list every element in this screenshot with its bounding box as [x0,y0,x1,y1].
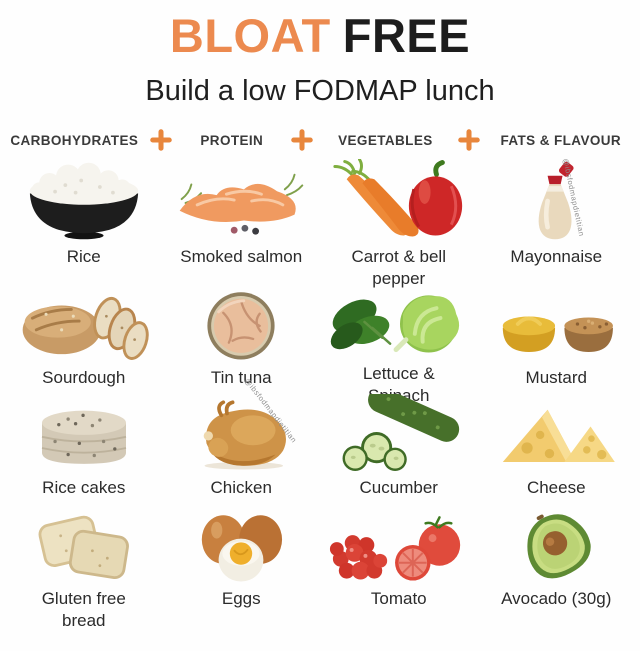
food-item-mayonnaise: @ibsfodmapdietitian Mayonnaise [478,158,636,280]
food-item-gluten-free-bread: Gluten free bread [5,501,163,634]
food-item-avocado: Avocado (30g) [478,501,636,634]
rice-cakes-icon [5,390,163,474]
food-item-tin-tuna: Tin tuna [163,280,321,390]
food-label: Mustard [525,368,587,388]
food-label: Tin tuna [210,368,272,388]
plus-icon [289,129,315,152]
mustard-bowls-icon [478,280,636,364]
food-label: Carrot & bell pepper [351,247,446,288]
title-rest: FREE [342,9,471,62]
mayonnaise-bottle-icon [478,159,636,243]
category-fats-flavour: FATS & FLAVOUR [500,132,622,148]
subtitle: Build a low FODMAP lunch [145,75,495,108]
smoked-salmon-icon [163,159,321,243]
food-item-mustard: Mustard [478,280,636,390]
food-label: Cucumber [359,478,438,498]
rice-bowl-icon [5,159,163,243]
category-carbohydrates: CARBOHYDRATES [10,132,139,148]
food-label: Smoked salmon [180,247,303,267]
eggs-icon [163,501,321,585]
food-grid: Rice Smoked salmon [0,158,640,634]
food-label: Gluten free bread [41,589,126,630]
plus-icon [456,129,482,152]
category-header-row: CARBOHYDRATES PROTEIN VEGETABLES FATS & … [0,129,640,152]
gluten-free-bread-icon [5,501,163,585]
food-label: Eggs [221,589,261,609]
title-accent: BLOAT [169,9,331,62]
food-label: Rice cakes [42,478,126,498]
food-item-rice: Rice [5,159,163,280]
cheese-wedges-icon [478,390,636,474]
food-label: Cheese [526,478,586,498]
food-label: Mayonnaise [510,247,603,267]
avocado-icon [478,501,636,585]
tomato-icon [320,501,478,585]
food-item-smoked-salmon: Smoked salmon [163,159,321,280]
tuna-can-icon [163,280,321,364]
food-item-cheese: Cheese [478,390,636,501]
plus-icon [149,129,175,152]
food-label: Avocado (30g) [501,589,612,609]
roast-chicken-icon [163,390,321,474]
category-vegetables: VEGETABLES [338,132,433,148]
food-item-rice-cakes: Rice cakes [5,390,163,501]
category-protein: PROTEIN [200,132,264,148]
food-item-sourdough: Sourdough [5,280,163,390]
food-item-chicken: @ibsfodmapdietitian Chicken [163,377,321,501]
carrot-bell-pepper-icon [320,159,478,243]
food-label: Rice [66,247,101,267]
food-item-lettuce-spinach: Lettuce & Spinach [320,280,478,405]
sourdough-bread-icon [5,280,163,364]
food-item-carrot-bell-pepper: Carrot & bell pepper [320,159,478,288]
lettuce-spinach-icon [320,280,478,360]
food-item-cucumber: Cucumber [320,390,478,501]
food-item-eggs: Eggs [163,501,321,634]
page-title: BLOAT FREE [0,0,640,60]
food-label: Tomato [370,589,427,609]
food-item-tomato: Tomato [320,501,478,634]
food-label: Sourdough [42,368,126,388]
food-label: Chicken [210,478,272,498]
cucumber-icon [320,390,478,474]
